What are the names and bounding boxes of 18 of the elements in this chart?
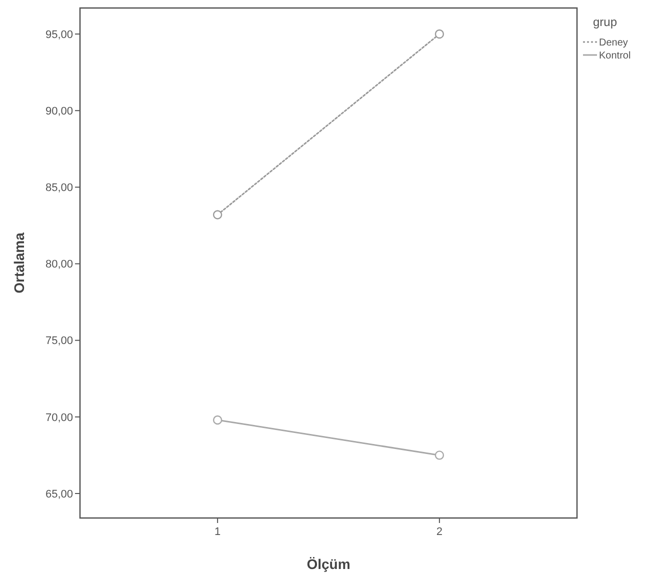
y-tick-label: 95,00	[45, 28, 73, 41]
point	[212, 210, 222, 220]
legend-title: grup	[593, 15, 618, 29]
legend-label: Deney	[599, 38, 628, 48]
y-axis-title: Ortalama	[11, 232, 27, 294]
y-tick-label: 75,00	[45, 335, 73, 348]
x-tick-label: 1	[214, 526, 221, 538]
y-tick-label: 90,00	[45, 105, 73, 118]
y-tick-label: 65,00	[45, 488, 73, 500]
point	[212, 415, 222, 425]
y-tick-label: 80,00	[45, 258, 73, 271]
legend-label: Kontrol	[599, 50, 631, 62]
y-tick-label: 85,00	[45, 182, 73, 194]
point	[434, 29, 444, 39]
point	[434, 450, 444, 460]
x-axis-title: Ölçüm	[306, 556, 350, 572]
x-tick-label: 2	[436, 526, 442, 538]
y-tick-label: 70,00	[45, 412, 73, 424]
